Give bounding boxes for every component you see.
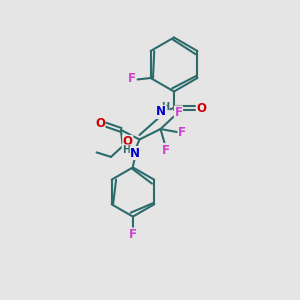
- Text: F: F: [178, 126, 186, 139]
- Text: H: H: [122, 145, 130, 155]
- Text: N: N: [130, 146, 140, 160]
- Text: O: O: [196, 101, 207, 115]
- Text: H: H: [161, 102, 169, 112]
- Text: N: N: [156, 105, 166, 119]
- Text: F: F: [162, 143, 170, 157]
- Text: O: O: [123, 135, 133, 148]
- Text: O: O: [95, 116, 105, 130]
- Text: F: F: [175, 106, 182, 119]
- Text: F: F: [128, 72, 136, 85]
- Text: F: F: [129, 228, 137, 241]
